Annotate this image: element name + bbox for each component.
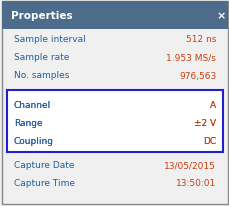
Text: Channel: Channel bbox=[14, 101, 51, 110]
Text: Sample rate: Sample rate bbox=[14, 53, 69, 62]
Text: Coupling: Coupling bbox=[14, 136, 54, 145]
Text: Coupling: Coupling bbox=[14, 136, 54, 145]
Text: Properties: Properties bbox=[11, 11, 73, 21]
Text: Capture Date: Capture Date bbox=[14, 161, 74, 170]
Text: DC: DC bbox=[202, 136, 215, 145]
Text: No. samples: No. samples bbox=[14, 71, 69, 80]
Text: 1.953 MS/s: 1.953 MS/s bbox=[166, 53, 215, 62]
Text: Capture Time: Capture Time bbox=[14, 179, 74, 188]
Text: DC: DC bbox=[202, 136, 215, 145]
Text: 13/05/2015: 13/05/2015 bbox=[164, 161, 215, 170]
Text: ±2 V: ±2 V bbox=[193, 119, 215, 128]
Text: Range: Range bbox=[14, 119, 42, 128]
Text: ±2 V: ±2 V bbox=[193, 119, 215, 128]
Text: 512 ns: 512 ns bbox=[185, 35, 215, 44]
Text: Range: Range bbox=[14, 119, 42, 128]
Bar bbox=[7, 91, 222, 152]
Bar bbox=[2, 2, 227, 30]
Text: ×: × bbox=[215, 11, 224, 21]
Text: A: A bbox=[209, 101, 215, 110]
Text: 13:50:01: 13:50:01 bbox=[175, 179, 215, 188]
Text: A: A bbox=[209, 101, 215, 110]
Text: Sample interval: Sample interval bbox=[14, 35, 85, 44]
Text: 976,563: 976,563 bbox=[178, 71, 215, 80]
Text: Channel: Channel bbox=[14, 101, 51, 110]
